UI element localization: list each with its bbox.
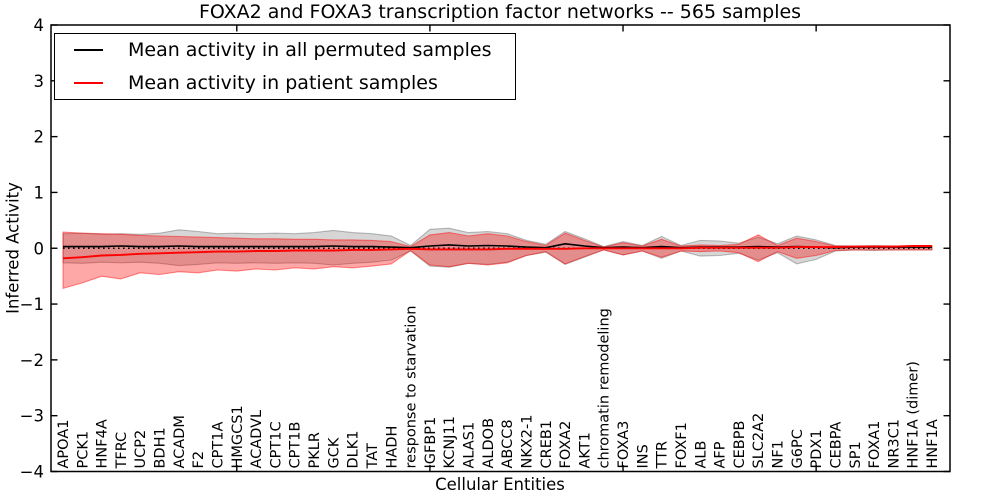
legend-line-sample-red bbox=[74, 81, 103, 84]
x-tick-label: FOXA3 bbox=[616, 421, 632, 469]
x-tick-label: chromatin remodeling bbox=[597, 308, 613, 468]
y-tick-label: 1 bbox=[34, 183, 45, 202]
x-tick-label: ALDOB bbox=[481, 418, 497, 469]
x-tick-label: TFRC bbox=[114, 432, 130, 470]
chart-title: FOXA2 and FOXA3 transcription factor net… bbox=[198, 1, 802, 23]
x-tick-label: BDH1 bbox=[153, 427, 169, 468]
x-tick-label: HADH bbox=[384, 426, 400, 469]
y-tick-label: −1 bbox=[20, 295, 44, 314]
x-tick-label: ACADVL bbox=[249, 410, 265, 469]
x-tick-label: TAT bbox=[365, 443, 381, 470]
x-tick-label: HNF1A (dimer) bbox=[906, 361, 922, 468]
x-tick-label: ABCC8 bbox=[500, 419, 516, 468]
x-tick-label: CEBPB bbox=[732, 421, 748, 469]
patient-mean-line bbox=[62, 245, 932, 260]
y-tick-label: 2 bbox=[34, 128, 45, 147]
x-tick-label: PKLR bbox=[307, 432, 323, 468]
x-tick-label: ALB bbox=[693, 441, 709, 469]
x-axis-label: Cellular Entities bbox=[435, 475, 565, 494]
x-tick-label: F2 bbox=[191, 451, 207, 469]
x-tick-label: DLK1 bbox=[346, 431, 362, 469]
legend-entry-patient: Mean activity in patient samples bbox=[55, 67, 515, 100]
x-tick-label: ALAS1 bbox=[462, 422, 478, 469]
y-tick-label: −2 bbox=[20, 351, 44, 370]
x-tick-label: FOXF1 bbox=[674, 422, 690, 468]
x-tick-label: CPT1A bbox=[210, 422, 226, 469]
x-tick-label: FOXA2 bbox=[558, 421, 574, 469]
legend-label: Mean activity in all permuted samples bbox=[128, 39, 492, 62]
x-tick-label: AKT1 bbox=[577, 432, 593, 468]
x-tick-label: PDX1 bbox=[809, 429, 825, 468]
x-tick-label: AFP bbox=[713, 441, 729, 468]
x-tick-label: INS bbox=[635, 444, 651, 468]
y-tick-label: 0 bbox=[34, 239, 45, 258]
x-tick-label: FOXA1 bbox=[867, 421, 883, 469]
permuted-band bbox=[62, 227, 933, 268]
y-tick-label: 4 bbox=[34, 16, 45, 35]
x-tick-label: HNF4A bbox=[95, 419, 111, 468]
x-tick-label: NKX2-1 bbox=[519, 415, 535, 469]
x-tick-label: CEBPA bbox=[828, 421, 844, 468]
x-tick-label: CPT1C bbox=[268, 421, 284, 468]
x-tick-label: TTR bbox=[655, 441, 671, 470]
legend-entry-permuted: Mean activity in all permuted samples bbox=[55, 34, 515, 67]
x-tick-label: SLC2A2 bbox=[751, 413, 767, 469]
x-tick-label: IGFBP1 bbox=[423, 417, 439, 469]
x-tick-label: HNF1A bbox=[925, 419, 941, 468]
x-tick-label: KCNJ11 bbox=[442, 416, 458, 468]
x-tick-label: NF1 bbox=[771, 440, 787, 468]
legend-line-sample-black bbox=[74, 49, 103, 52]
x-tick-label: CREB1 bbox=[539, 420, 555, 469]
x-tick-label: GCK bbox=[326, 437, 342, 468]
x-tick-label: HMGCS1 bbox=[230, 405, 246, 468]
x-tick-label: ACADM bbox=[172, 415, 188, 468]
legend-label: Mean activity in patient samples bbox=[128, 71, 438, 94]
y-tick-label: 3 bbox=[34, 72, 45, 91]
x-tick-label: APOA1 bbox=[56, 420, 72, 469]
y-tick-label: −3 bbox=[20, 407, 44, 426]
y-axis-label: Inferred Activity bbox=[3, 182, 23, 314]
x-tick-label: UCP2 bbox=[133, 430, 149, 469]
x-tick-label: NR3C1 bbox=[886, 419, 902, 469]
x-tick-label: SP1 bbox=[848, 441, 864, 468]
x-tick-label: response to starvation bbox=[404, 306, 420, 469]
x-tick-label: G6PC bbox=[790, 429, 806, 468]
x-tick-label: PCK1 bbox=[75, 431, 91, 469]
x-tick-label: CPT1B bbox=[288, 422, 304, 469]
legend-box: Mean activity in all permuted samples Me… bbox=[54, 33, 516, 100]
y-tick-label: −4 bbox=[20, 463, 44, 482]
